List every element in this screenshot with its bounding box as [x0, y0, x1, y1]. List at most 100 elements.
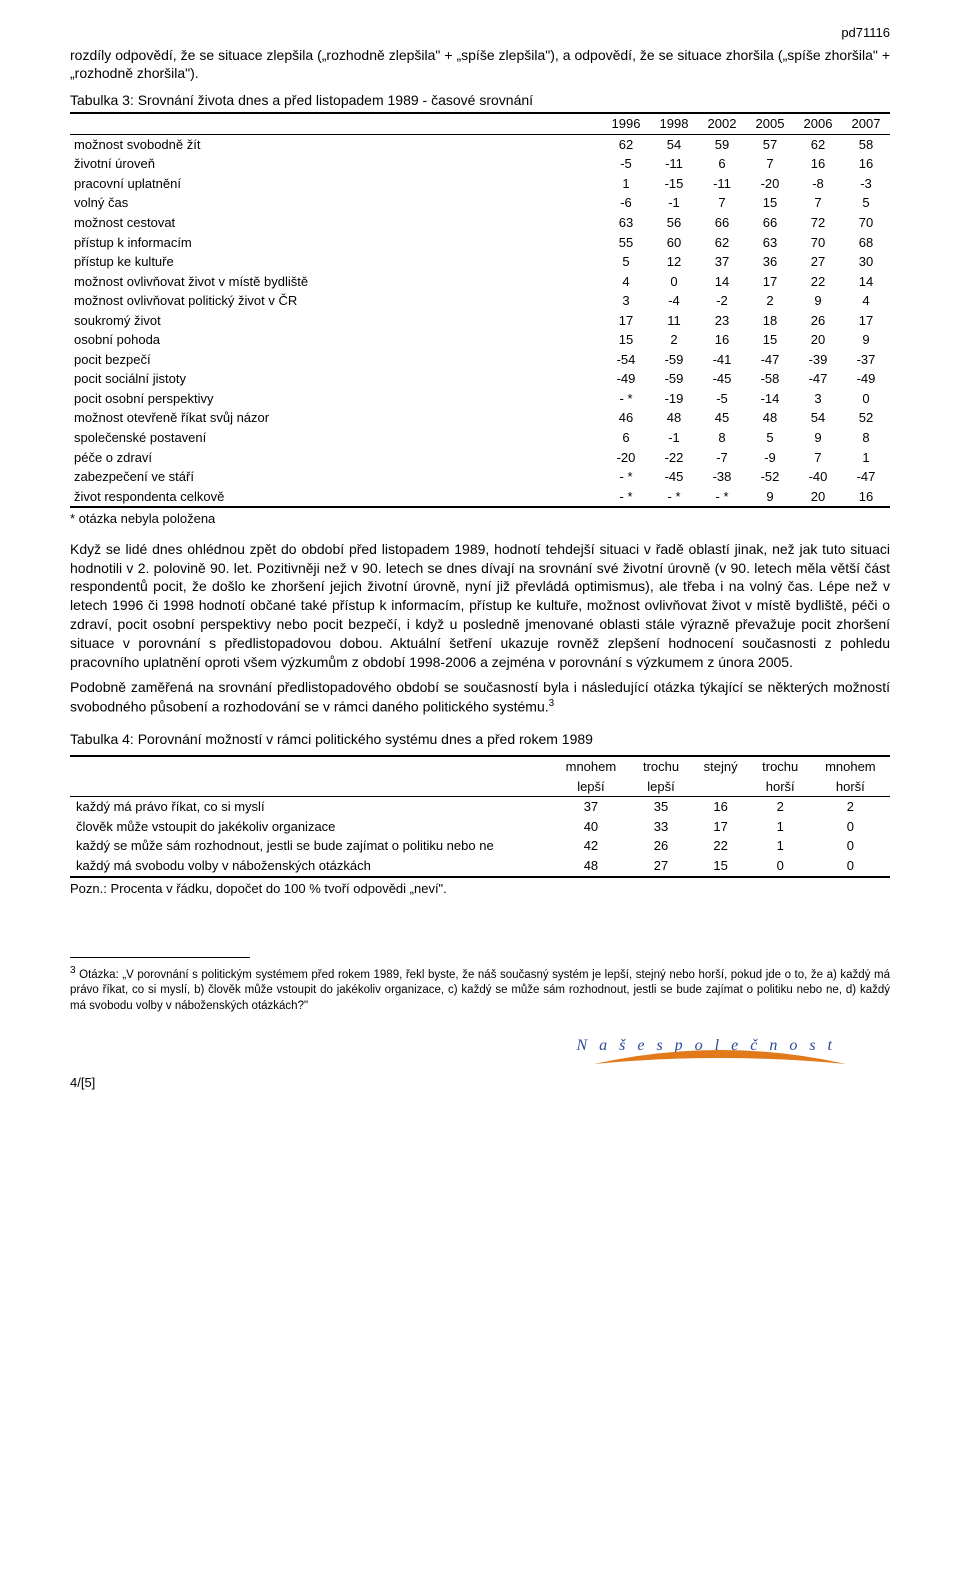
- cell: 2: [811, 797, 890, 817]
- cell: -39: [794, 350, 842, 370]
- cell: 56: [650, 213, 698, 233]
- table-row: možnost ovlivňovat politický život v ČR3…: [70, 291, 890, 311]
- table4: mnohem trochu stejný trochu mnohem lepší…: [70, 755, 890, 877]
- cell: 63: [746, 233, 794, 253]
- table-row: péče o zdraví-20-22-7-971: [70, 448, 890, 468]
- cell: -8: [794, 174, 842, 194]
- row-label: péče o zdraví: [70, 448, 602, 468]
- cell: -5: [602, 154, 650, 174]
- cell: 16: [698, 330, 746, 350]
- cell: 20: [794, 330, 842, 350]
- table-row: každý má právo říkat, co si myslí3735162…: [70, 797, 890, 817]
- cell: 6: [602, 428, 650, 448]
- cell: -20: [746, 174, 794, 194]
- cell: 5: [602, 252, 650, 272]
- cell: -2: [698, 291, 746, 311]
- table-row: zabezpečení ve stáří- *-45-38-52-40-47: [70, 467, 890, 487]
- table-row: osobní pohoda1521615209: [70, 330, 890, 350]
- cell: -52: [746, 467, 794, 487]
- cell: 5: [842, 193, 890, 213]
- table3-year: 1998: [650, 113, 698, 134]
- footnote-divider: [70, 957, 250, 958]
- table3-year: 2006: [794, 113, 842, 134]
- row-label: člověk může vstoupit do jakékoliv organi…: [70, 817, 551, 837]
- cell: 70: [794, 233, 842, 253]
- cell: -47: [794, 369, 842, 389]
- table4-title: Tabulka 4: Porovnání možností v rámci po…: [122, 730, 890, 749]
- row-label: volný čas: [70, 193, 602, 213]
- cell: 36: [746, 252, 794, 272]
- row-label: pocit osobní perspektivy: [70, 389, 602, 409]
- table4-head: horší: [811, 777, 890, 797]
- cell: 22: [794, 272, 842, 292]
- cell: 70: [842, 213, 890, 233]
- cell: 48: [650, 408, 698, 428]
- row-label: pocit sociální jistoty: [70, 369, 602, 389]
- table-row: společenské postavení6-18598: [70, 428, 890, 448]
- cell: 26: [631, 836, 692, 856]
- cell: 40: [551, 817, 630, 837]
- table3-year: 2002: [698, 113, 746, 134]
- row-label: každý má právo říkat, co si myslí: [70, 797, 551, 817]
- cell: 0: [842, 389, 890, 409]
- footnote-ref-3: 3: [549, 698, 555, 709]
- table4-note: Pozn.: Procenta v řádku, dopočet do 100 …: [70, 880, 890, 898]
- cell: 7: [794, 448, 842, 468]
- row-label: možnost cestovat: [70, 213, 602, 233]
- cell: 0: [750, 856, 811, 877]
- cell: 63: [602, 213, 650, 233]
- table-row: možnost ovlivňovat život v místě bydlišt…: [70, 272, 890, 292]
- cell: 16: [842, 487, 890, 508]
- cell: -19: [650, 389, 698, 409]
- cell: -38: [698, 467, 746, 487]
- table4-head: lepší: [551, 777, 630, 797]
- cell: 57: [746, 134, 794, 154]
- cell: -45: [650, 467, 698, 487]
- footnote-3-text: Otázka: „V porovnání s politickým systém…: [70, 969, 890, 1012]
- cell: 15: [746, 193, 794, 213]
- table4-head: trochu: [750, 756, 811, 777]
- row-label: přístup k informacím: [70, 233, 602, 253]
- cell: 4: [842, 291, 890, 311]
- cell: 0: [811, 817, 890, 837]
- cell: 30: [842, 252, 890, 272]
- table4-head: stejný: [692, 756, 750, 777]
- cell: 14: [842, 272, 890, 292]
- cell: -9: [746, 448, 794, 468]
- cell: 6: [698, 154, 746, 174]
- table-row: životní úroveň-5-11671616: [70, 154, 890, 174]
- row-label: soukromý život: [70, 311, 602, 331]
- cell: 18: [746, 311, 794, 331]
- cell: 37: [551, 797, 630, 817]
- cell: 66: [698, 213, 746, 233]
- table3-year: 2005: [746, 113, 794, 134]
- cell: 9: [746, 487, 794, 508]
- cell: 16: [692, 797, 750, 817]
- cell: 27: [631, 856, 692, 877]
- row-label: pracovní uplatnění: [70, 174, 602, 194]
- paragraph-2-text: Podobně zaměřená na srovnání předlistopa…: [70, 679, 890, 715]
- row-label: každý má svobodu volby v náboženských ot…: [70, 856, 551, 877]
- row-label: každý se může sám rozhodnout, jestli se …: [70, 836, 551, 856]
- cell: -45: [698, 369, 746, 389]
- cell: 2: [650, 330, 698, 350]
- row-label: možnost svobodně žít: [70, 134, 602, 154]
- cell: 0: [650, 272, 698, 292]
- cell: 59: [698, 134, 746, 154]
- cell: -11: [698, 174, 746, 194]
- cell: 0: [811, 836, 890, 856]
- table4-head: mnohem: [811, 756, 890, 777]
- table-row: přístup ke kultuře51237362730: [70, 252, 890, 272]
- cell: -58: [746, 369, 794, 389]
- table-row: volný čas-6-171575: [70, 193, 890, 213]
- cell: -1: [650, 193, 698, 213]
- table4-head: horší: [750, 777, 811, 797]
- cell: 17: [602, 311, 650, 331]
- cell: -4: [650, 291, 698, 311]
- swoosh-icon: [590, 1042, 850, 1070]
- table-row: soukromý život171123182617: [70, 311, 890, 331]
- cell: 8: [842, 428, 890, 448]
- cell: 16: [842, 154, 890, 174]
- cell: 52: [842, 408, 890, 428]
- cell: 23: [698, 311, 746, 331]
